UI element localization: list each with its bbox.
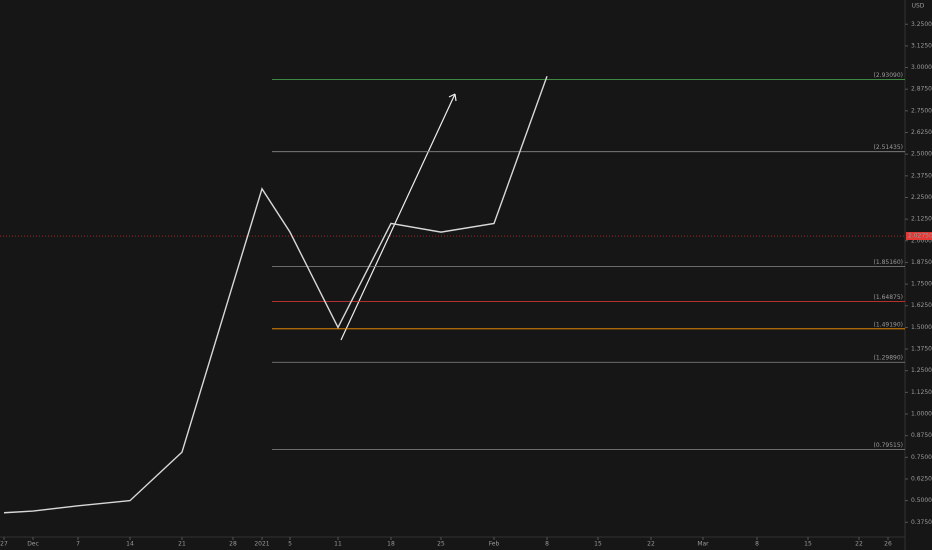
x-tick-label: 15 xyxy=(594,541,602,548)
y-tick-label: 0.87500 xyxy=(911,432,932,439)
level-label: (0.79515) xyxy=(874,442,904,449)
level-label: (1.64875) xyxy=(874,294,904,301)
x-tick-label: 5 xyxy=(288,541,292,548)
arrow-head xyxy=(448,93,457,102)
x-tick-label: 27 xyxy=(0,541,8,548)
axis-unit: USD xyxy=(912,3,925,10)
y-tick-label: 1.00000 xyxy=(911,411,932,418)
level-label: (1.85160) xyxy=(874,259,904,266)
level-label: (2.93090) xyxy=(874,72,904,79)
price-line xyxy=(3,75,548,514)
x-tick-label: 28 xyxy=(229,541,237,548)
x-tick-label: 8 xyxy=(755,541,759,548)
arrow-annotation xyxy=(340,93,456,341)
y-tick-label: 1.12500 xyxy=(911,389,932,396)
y-tick-label: 2.00000 xyxy=(911,237,932,244)
x-tick-label: Mar xyxy=(697,541,709,548)
x-tick-label: 7 xyxy=(76,541,80,548)
y-tick-label: 3.12500 xyxy=(911,42,932,49)
x-tick-label: 26 xyxy=(884,541,892,548)
current-price-box xyxy=(906,232,932,241)
x-tick-label: 18 xyxy=(387,541,395,548)
x-tick-label: 25 xyxy=(437,541,445,548)
x-tick-label: 21 xyxy=(178,541,186,548)
y-tick-label: 1.25000 xyxy=(911,367,932,374)
x-tick-label: 11 xyxy=(334,541,342,548)
x-tick-label: 2021 xyxy=(254,541,269,548)
y-tick-label: 2.25000 xyxy=(911,194,932,201)
x-tick-label: 22 xyxy=(647,541,655,548)
y-tick-label: 3.00000 xyxy=(911,64,932,71)
level-label: (1.49190) xyxy=(874,321,904,328)
x-tick-label: 15 xyxy=(804,541,812,548)
y-tick-label: 3.25000 xyxy=(911,21,932,28)
current-price-label: 2.02750 xyxy=(908,233,932,240)
x-tick-label: Feb xyxy=(489,541,500,548)
x-tick-label: 8 xyxy=(545,541,549,548)
x-tick-label: Dec xyxy=(27,541,39,548)
y-tick-label: 1.87500 xyxy=(911,259,932,266)
level-label: (2.51435) xyxy=(874,144,904,151)
y-tick-label: 2.87500 xyxy=(911,86,932,93)
level-label: (1.29890) xyxy=(874,355,904,362)
x-tick-label: 14 xyxy=(126,541,134,548)
y-tick-label: 2.12500 xyxy=(911,216,932,223)
x-tick-label: 22 xyxy=(855,541,863,548)
